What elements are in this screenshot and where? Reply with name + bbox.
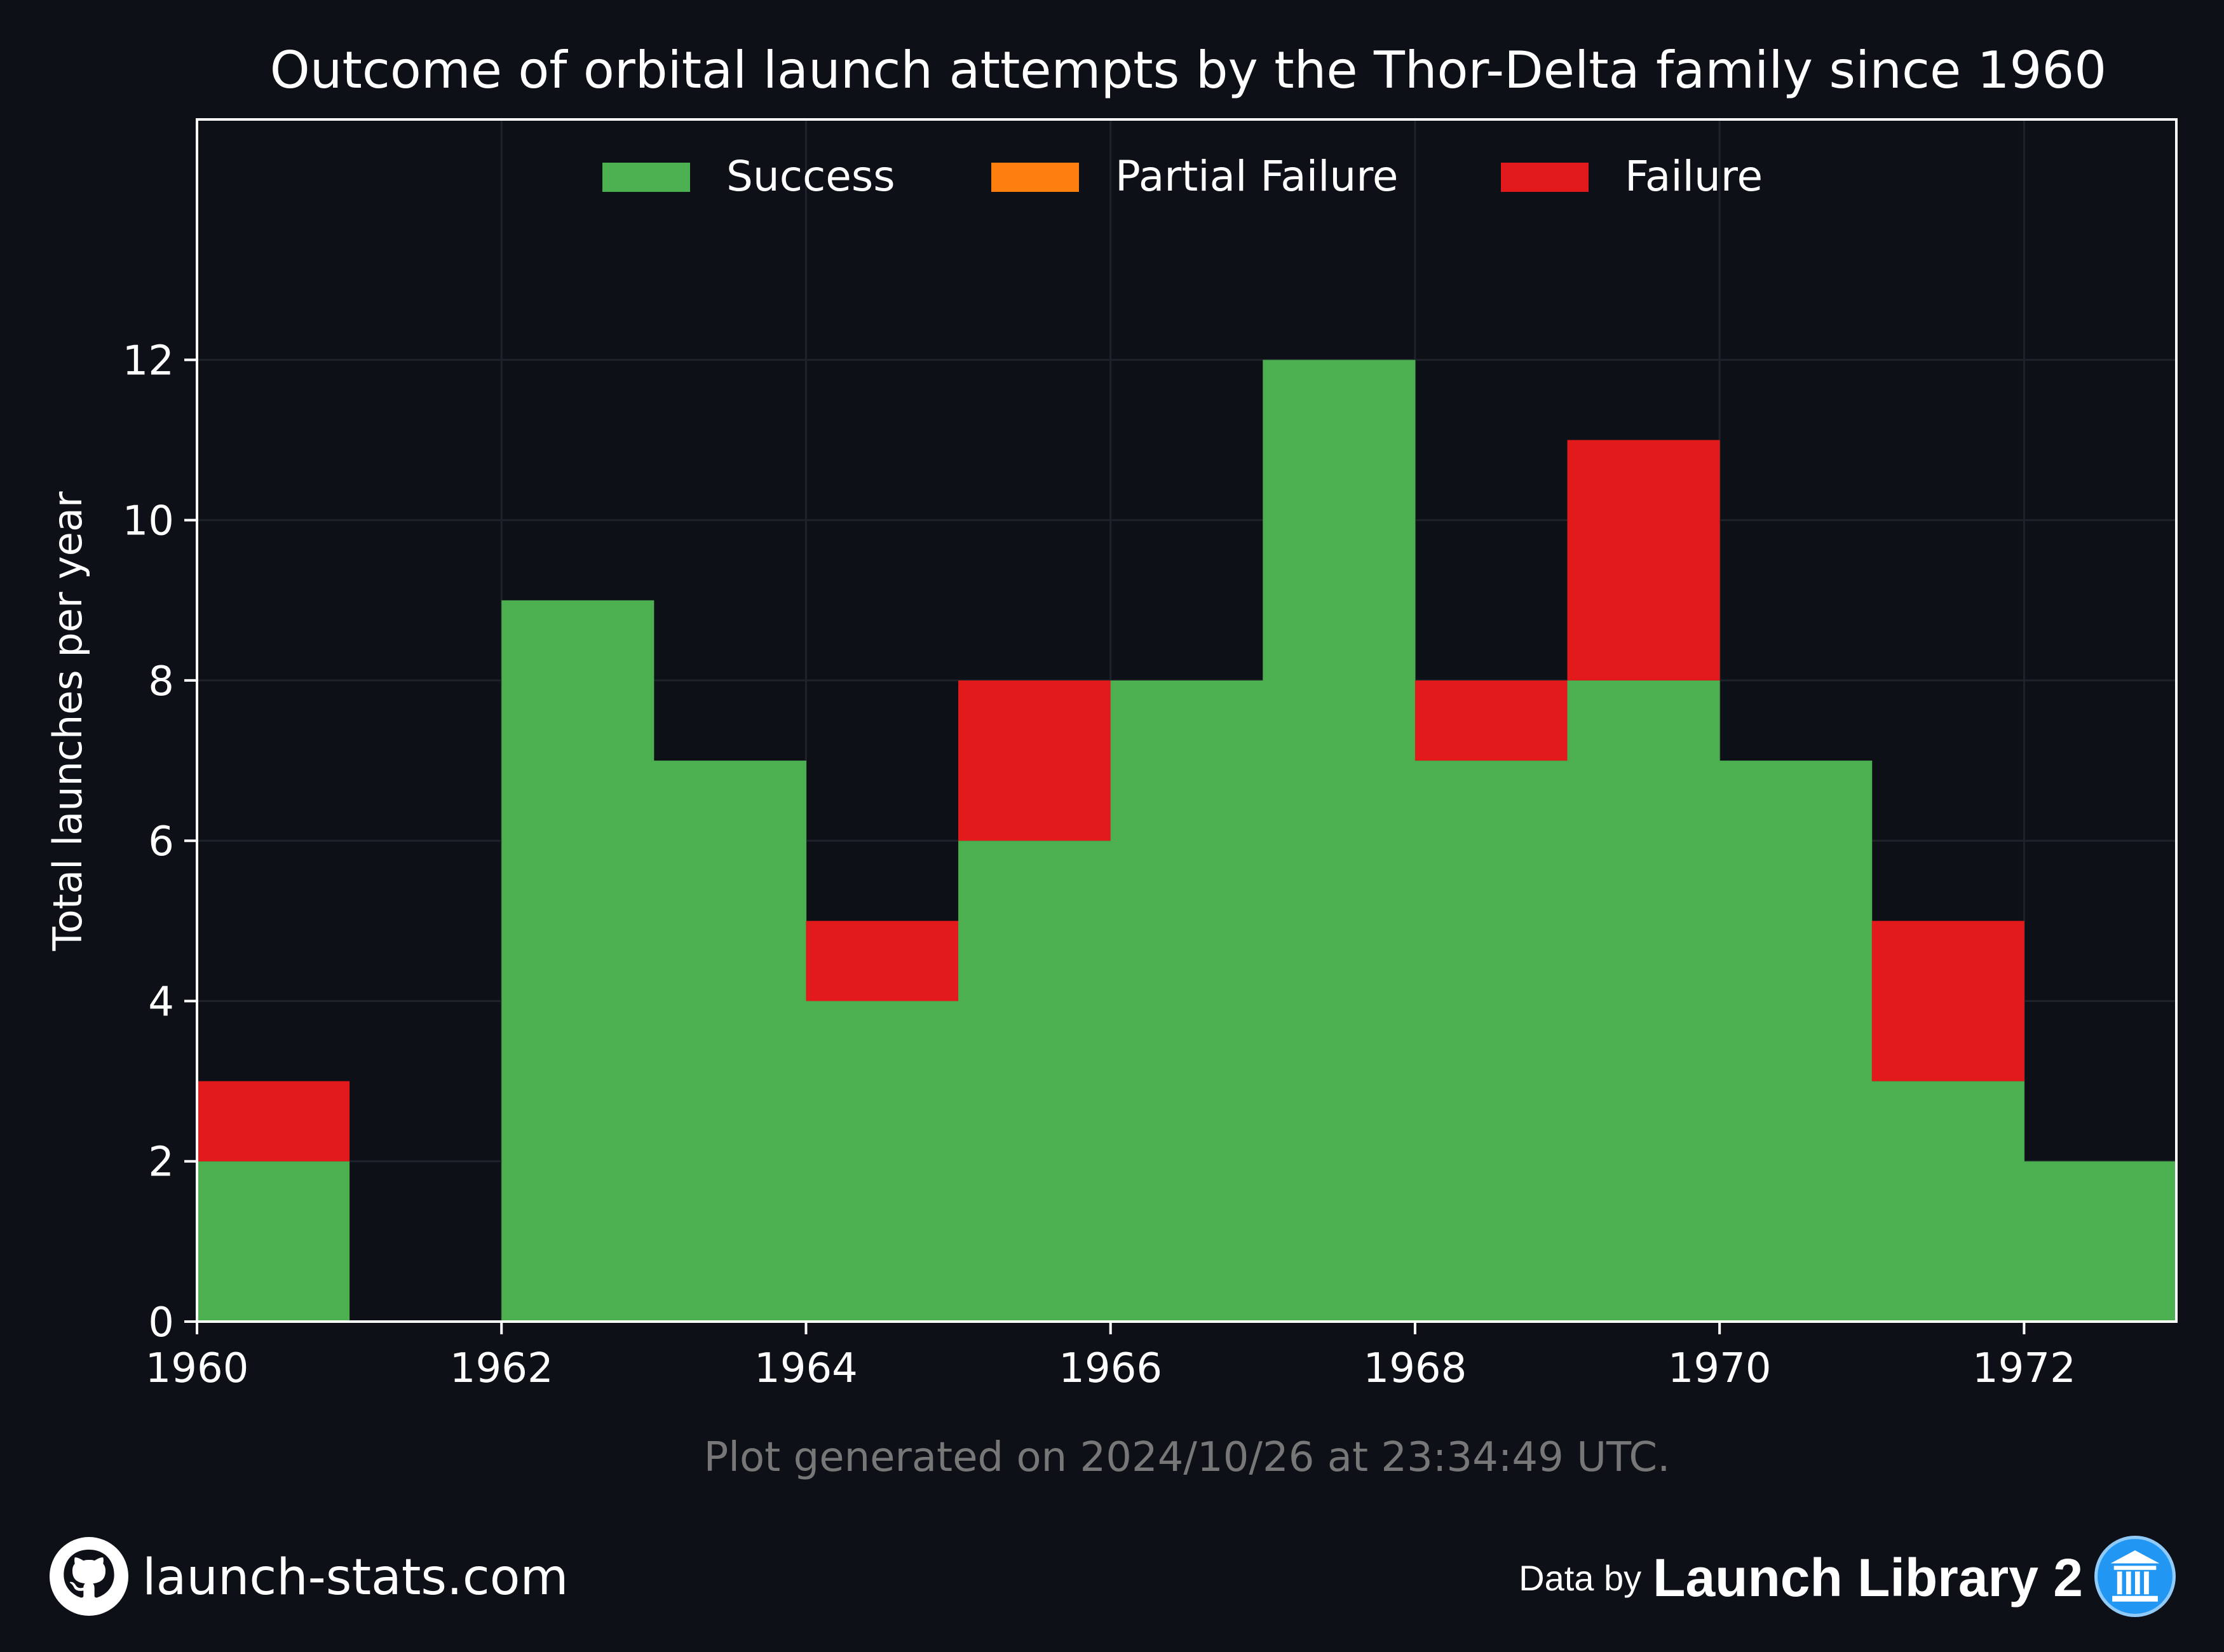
github-icon — [50, 1537, 128, 1618]
y-tick-label: 4 — [148, 978, 174, 1026]
bars — [197, 360, 2177, 1322]
generation-note: Plot generated on 2024/10/26 at 23:34:49… — [704, 1434, 1671, 1481]
plot-frame — [196, 118, 2178, 1323]
bar-success-1964 — [806, 1001, 959, 1322]
data-by-label: Data by — [1519, 1557, 1642, 1598]
y-axis-label: Total launches per year — [44, 491, 91, 951]
legend-label-partial-failure: Partial Failure — [1115, 152, 1399, 201]
y-tick-label: 12 — [123, 337, 174, 384]
legend-label-success: Success — [726, 152, 895, 201]
bar-success-1969 — [1567, 680, 1720, 1322]
brand-name: Launch Library 2 — [1653, 1547, 2083, 1608]
x-tick-label: 1962 — [450, 1345, 553, 1392]
y-tick-label: 10 — [123, 498, 174, 545]
x-tick-label: 1968 — [1363, 1345, 1467, 1392]
bar-success-1966 — [1110, 680, 1263, 1322]
site-name: launch-stats.com — [142, 1549, 569, 1606]
bar-failure-1964 — [806, 921, 959, 1001]
library-icon — [2094, 1536, 2176, 1620]
x-tick-label: 1960 — [146, 1345, 249, 1392]
bar-success-1963 — [653, 761, 806, 1322]
x-tick-label: 1970 — [1668, 1345, 1772, 1392]
legend: Success Partial Failure Failure — [602, 152, 1763, 201]
legend-label-failure: Failure — [1625, 152, 1763, 201]
bar-success-1967 — [1263, 360, 1416, 1322]
data-credit: Data by Launch Library 2 — [1519, 1536, 2176, 1619]
bar-failure-1971 — [1871, 921, 2024, 1081]
bar-success-1968 — [1414, 761, 1568, 1322]
x-tick-label: 1964 — [754, 1345, 858, 1392]
y-tick-label: 8 — [148, 658, 174, 705]
bar-success-1972 — [2024, 1161, 2177, 1322]
x-axis: 1960 1962 1964 1966 1968 1970 1972 — [146, 1322, 2076, 1392]
legend-swatch-success — [602, 163, 690, 192]
bar-success-1971 — [1871, 1081, 2024, 1322]
y-tick-label: 0 — [148, 1299, 174, 1346]
chart-title: Outcome of orbital launch attempts by th… — [270, 41, 2106, 100]
y-tick-label: 6 — [148, 818, 174, 865]
bar-success-1965 — [958, 841, 1111, 1322]
bar-failure-1968 — [1414, 680, 1568, 761]
bar-success-1960 — [197, 1161, 350, 1322]
bar-failure-1960 — [197, 1081, 350, 1161]
bar-failure-1969 — [1567, 440, 1720, 680]
bar-success-1962 — [501, 600, 654, 1322]
y-axis: 0 2 4 6 8 10 12 — [123, 337, 197, 1346]
bar-success-1970 — [1719, 761, 1873, 1322]
x-tick-label: 1972 — [1972, 1345, 2076, 1392]
legend-swatch-failure — [1501, 163, 1589, 192]
legend-swatch-partial-failure — [991, 163, 1079, 192]
bar-failure-1965 — [958, 680, 1111, 841]
x-tick-label: 1966 — [1059, 1345, 1162, 1392]
site-credit: launch-stats.com — [50, 1536, 568, 1619]
y-tick-label: 2 — [148, 1139, 174, 1186]
